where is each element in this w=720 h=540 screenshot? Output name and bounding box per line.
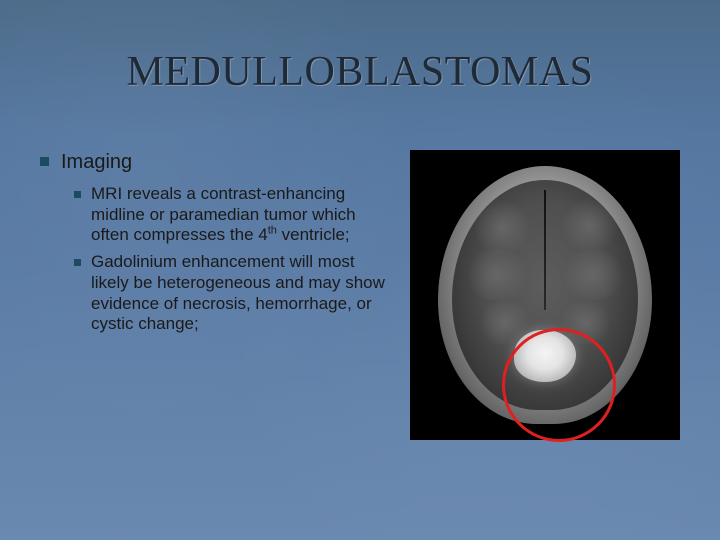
square-bullet-icon xyxy=(74,191,81,198)
mri-image-placeholder xyxy=(410,150,680,440)
bullet-level1: Imaging xyxy=(40,150,395,174)
brain-fold xyxy=(558,250,628,300)
square-bullet-icon xyxy=(74,259,81,266)
bullet-level2: MRI reveals a contrast-enhancing midline… xyxy=(74,184,395,246)
mri-figure xyxy=(410,150,680,440)
sub-bullets: MRI reveals a contrast-enhancing midline… xyxy=(74,184,395,335)
bullet-text: MRI reveals a contrast-enhancing midline… xyxy=(91,184,395,246)
heading-text: Imaging xyxy=(61,150,132,174)
bullet-text: Gadolinium enhancement will most likely … xyxy=(91,252,395,335)
brain-fold xyxy=(472,200,532,255)
midline-fissure xyxy=(544,190,546,310)
brain-fold xyxy=(560,198,620,253)
annotation-circle xyxy=(502,328,616,442)
slide: MEDULLOBLASTOMAS Imaging MRI reveals a c… xyxy=(0,0,720,540)
bullet-level2: Gadolinium enhancement will most likely … xyxy=(74,252,395,335)
square-bullet-icon xyxy=(40,157,49,166)
slide-title: MEDULLOBLASTOMAS xyxy=(0,48,720,96)
brain-fold xyxy=(462,250,532,300)
content-block: Imaging MRI reveals a contrast-enhancing… xyxy=(40,150,395,335)
